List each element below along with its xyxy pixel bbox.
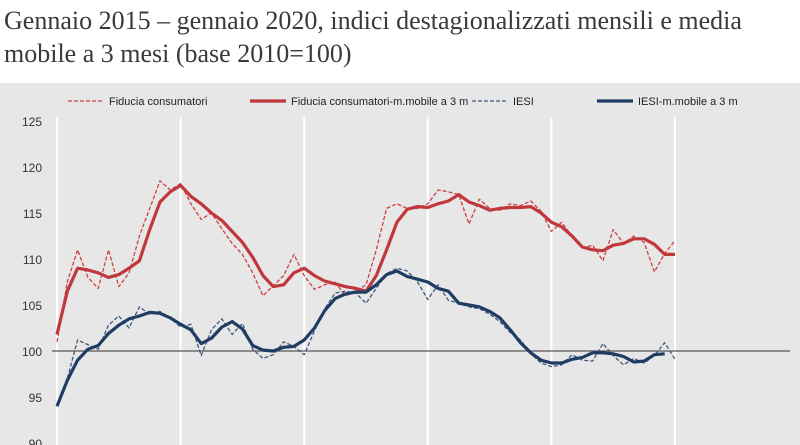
chart-title: Gennaio 2015 – gennaio 2020, indici dest… (4, 6, 742, 68)
y-tick-label: 95 (29, 391, 43, 405)
series-line (56, 267, 676, 407)
y-tick-label: 100 (22, 345, 42, 359)
legend-label: Fiducia consumatori-m.mobile a 3 m (291, 96, 468, 108)
y-tick-label: 115 (23, 207, 42, 221)
series-lines (55, 180, 676, 407)
y-tick-label: 120 (22, 161, 42, 175)
legend: Fiducia consumatori Fiducia consumatori-m… (68, 96, 738, 108)
legend-label: IESI (513, 96, 534, 108)
y-tick-label: 125 (22, 115, 42, 129)
legend-label: IESI-m.mobile a 3 m (638, 96, 738, 108)
y-tick-label: 90 (29, 437, 43, 445)
legend-label: Fiducia consumatori (109, 96, 207, 108)
y-axis-ticks: 90 95 100 105 110 115 120 125 (22, 115, 42, 445)
series-line (56, 180, 676, 342)
y-tick-label: 105 (22, 299, 42, 313)
vertical-gridlines (56, 117, 676, 445)
y-tick-label: 110 (23, 253, 42, 267)
line-chart: 90 95 100 105 110 115 120 125 Fiducia consumato… (22, 96, 790, 445)
series-line (55, 269, 665, 407)
